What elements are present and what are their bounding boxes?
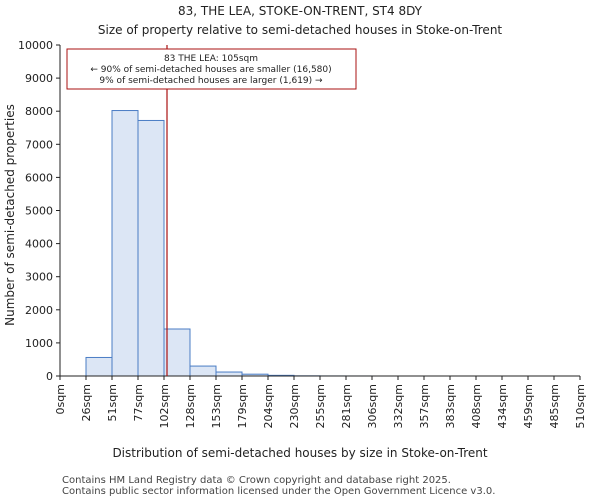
y-axis-ticks: 0 1000 2000 3000 4000 5000 6000 7000 8000 9000 100… [18, 39, 60, 383]
y-tick-label: 4000 [25, 238, 53, 251]
x-tick-label: 485sqm [548, 384, 561, 428]
y-tick-label: 7000 [25, 138, 53, 151]
y-tick-label: 0 [46, 370, 53, 383]
x-tick-label: 26sqm [80, 384, 93, 421]
y-tick-label: 5000 [25, 205, 53, 218]
x-tick-label: 281sqm [340, 384, 353, 428]
x-tick-label: 383sqm [444, 384, 457, 428]
y-tick-label: 9000 [25, 72, 53, 85]
histogram-bar [163, 328, 191, 377]
x-tick-label: 51sqm [106, 384, 119, 421]
x-tick-label: 153sqm [210, 384, 223, 428]
y-tick-label: 8000 [25, 105, 53, 118]
x-tick-label: 332sqm [392, 384, 405, 428]
y-tick-label: 6000 [25, 171, 53, 184]
histogram-bar [137, 119, 165, 377]
annotation-box [66, 48, 357, 90]
y-tick-label: 2000 [25, 304, 53, 317]
footer-line1: Contains HM Land Registry data © Crown c… [62, 475, 451, 486]
x-tick-label: 408sqm [470, 384, 483, 428]
x-axis-label: Distribution of semi-detached houses by … [112, 446, 487, 460]
x-tick-label: 510sqm [574, 384, 587, 428]
x-tick-label: 230sqm [288, 384, 301, 428]
x-tick-label: 0sqm [54, 384, 67, 414]
histogram-bar [215, 371, 243, 377]
chart-title-line1: 83, THE LEA, STOKE-ON-TRENT, ST4 8DY [178, 4, 423, 18]
y-axis-label: Number of semi-detached properties [3, 104, 17, 326]
histogram-bar [189, 365, 217, 377]
chart-title-line2: Size of property relative to semi-detach… [98, 23, 503, 37]
x-tick-label: 306sqm [366, 384, 379, 428]
x-tick-label: 434sqm [496, 384, 509, 428]
x-tick-label: 128sqm [184, 384, 197, 428]
histogram-bar [85, 356, 113, 377]
x-tick-label: 77sqm [132, 384, 145, 421]
x-axis-ticks: 0sqm 26sqm 51sqm 77sqm 102sqm 128sqm 153sqm 179… [54, 376, 587, 428]
bars [85, 110, 373, 377]
x-tick-label: 102sqm [158, 384, 171, 428]
annotation-line3: 9% of semi-detached houses are larger (1… [99, 76, 323, 86]
annotation-line1: 83 THE LEA: 105sqm [164, 54, 258, 64]
y-tick-label: 10000 [18, 39, 53, 52]
annotation-line2: ← 90% of semi-detached houses are smalle… [90, 65, 331, 75]
x-tick-label: 357sqm [418, 384, 431, 428]
x-tick-label: 179sqm [236, 384, 249, 428]
histogram-bar [111, 110, 139, 377]
x-tick-label: 459sqm [522, 384, 535, 428]
x-tick-label: 204sqm [262, 384, 275, 428]
y-tick-label: 1000 [25, 337, 53, 350]
y-tick-label: 3000 [25, 271, 53, 284]
footer-line2: Contains public sector information licen… [62, 486, 495, 497]
x-tick-label: 255sqm [314, 384, 327, 428]
